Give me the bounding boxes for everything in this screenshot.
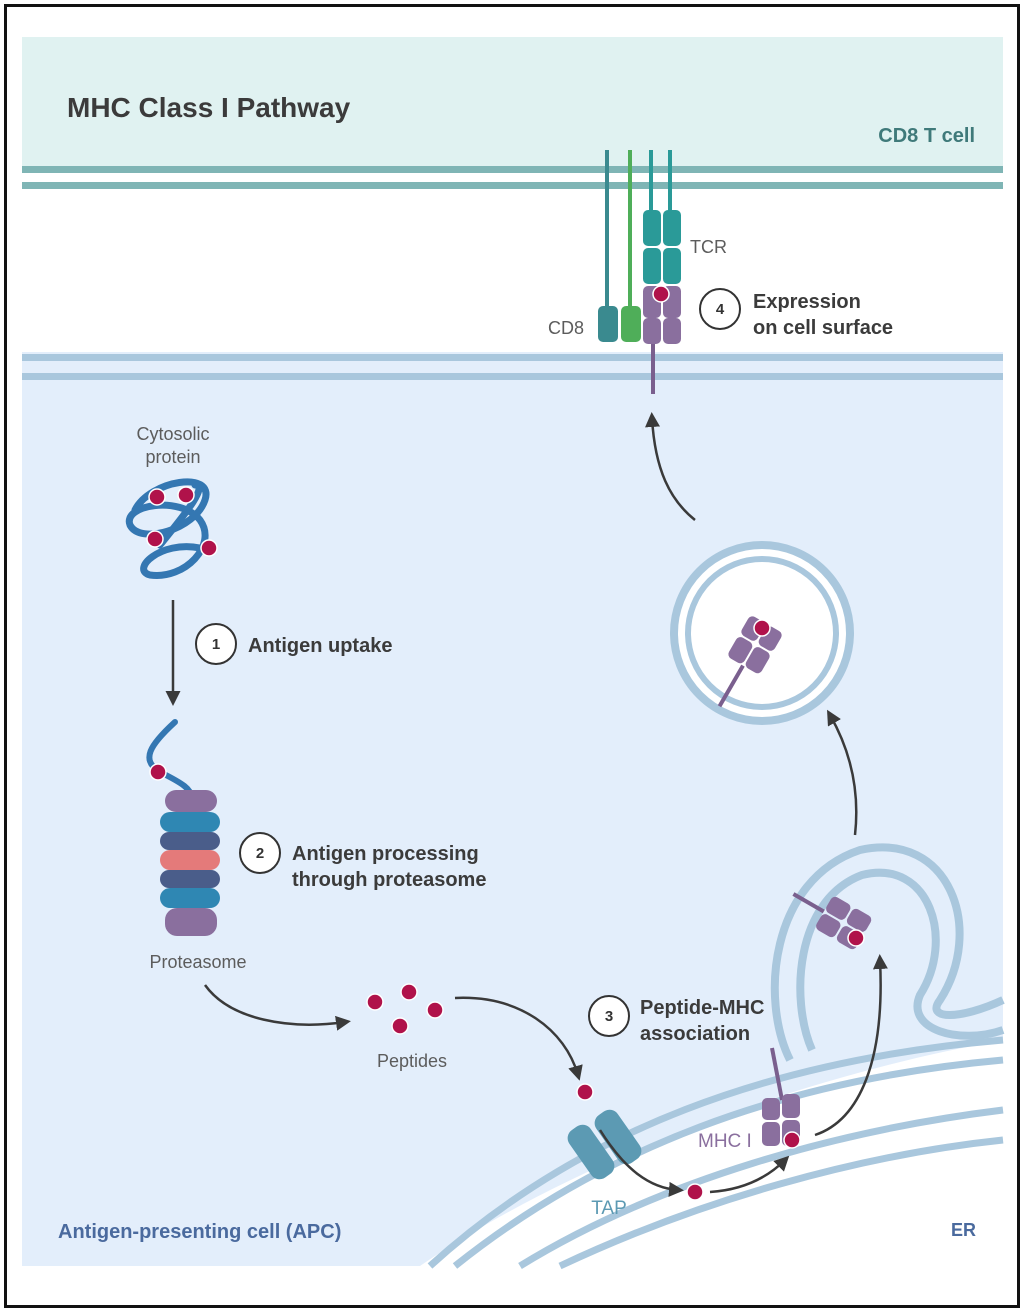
peptides-label: Peptides (377, 1051, 447, 1071)
tcell-region (22, 37, 1003, 172)
er-peptide (686, 1183, 704, 1201)
arrow-to-surface (645, 412, 696, 521)
cd8-beta-domain (621, 306, 641, 342)
tap-label: TAP (591, 1198, 627, 1219)
surface-peptide (652, 285, 670, 303)
cytosolic-label-1: Cytosolic (136, 424, 209, 444)
svg-text:3: 3 (605, 1008, 613, 1025)
er-mhc (762, 1047, 801, 1149)
cd8-label: CD8 (548, 318, 584, 338)
tcell-membrane (22, 166, 1003, 189)
arrow-to-mhc (709, 1155, 790, 1194)
vesicle-peptide (753, 619, 771, 637)
proteasome (160, 790, 220, 936)
er-membrane (427, 1036, 1004, 1270)
er-bud (770, 843, 1005, 1062)
vesicle-mhc (717, 616, 782, 708)
arrow-into-bud (814, 954, 888, 1137)
tcell-label: CD8 T cell (878, 125, 975, 147)
step-1-line1: Antigen uptake (248, 635, 392, 657)
svg-text:4: 4 (716, 301, 725, 318)
mhc1-label: MHC I (698, 1131, 752, 1152)
step-3-line1: Peptide-MHC (640, 997, 764, 1019)
step-4-line2: on cell surface (753, 317, 893, 339)
bud-peptide (847, 929, 865, 947)
cytosolic-label-2: protein (145, 447, 200, 467)
apc-membrane (22, 354, 1003, 380)
arrow-through-tap (598, 1129, 684, 1197)
arrow-to-peptides (203, 984, 351, 1031)
step-2-line1: Antigen processing (292, 843, 479, 865)
tcr-domain (643, 210, 661, 246)
svg-text:2: 2 (256, 845, 264, 862)
step-2-marker: 2 (239, 832, 281, 874)
step-2-line2: through proteasome (292, 869, 486, 891)
cytosolic-protein (125, 478, 210, 579)
step-1-marker: 1 (195, 623, 237, 665)
tap-transporter (567, 1109, 642, 1180)
step-3-marker: 3 (588, 995, 630, 1037)
apc-label: Antigen-presenting cell (APC) (58, 1221, 341, 1243)
tcr-label: TCR (690, 237, 727, 257)
svg-text:1: 1 (212, 636, 220, 653)
arrow-to-vesicle (827, 709, 858, 836)
step-4-line1: Expression (753, 291, 861, 313)
unfolded-antigen (149, 763, 167, 781)
step-3-line2: association (640, 1023, 750, 1045)
protein-antigens (146, 486, 218, 557)
tap-peptide (576, 1083, 594, 1101)
peptides (366, 983, 444, 1035)
proteasome-label: Proteasome (149, 952, 246, 972)
step-4-marker: 4 (699, 288, 741, 330)
er-label: ER (951, 1220, 976, 1240)
arrow-to-tap (454, 996, 583, 1081)
page-title: MHC Class I Pathway (67, 92, 351, 123)
tcr-cd8-complex (598, 150, 681, 394)
cd8-alpha-domain (598, 306, 618, 342)
